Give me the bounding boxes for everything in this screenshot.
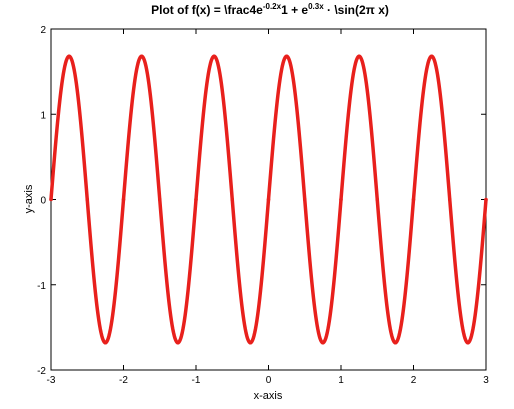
data-point (411, 197, 416, 202)
data-point (302, 197, 307, 202)
y-tick-label: -2 (37, 366, 46, 377)
data-point (357, 54, 361, 59)
x-axis-ticks: -3 -2 -1 0 1 2 3 (47, 29, 489, 386)
y-tick-label: 2 (40, 25, 46, 36)
data-point (67, 54, 71, 59)
data-point (447, 197, 452, 202)
data-point (85, 197, 90, 202)
data-point (339, 197, 343, 202)
y-tick-label: 1 (40, 110, 46, 121)
data-point (49, 197, 53, 202)
x-tick-label: 1 (338, 375, 344, 386)
title-suffix: · \sin(2π x) (324, 3, 389, 17)
chart-title: Plot of f(x) = \frac4e-0.2x1 + e0.3x · \… (151, 2, 389, 17)
title-superscript-2: 0.3x (308, 2, 324, 11)
data-point (248, 340, 253, 345)
data-point (157, 197, 162, 202)
data-point (212, 54, 216, 59)
y-tick-label: -1 (37, 281, 46, 292)
data-point (121, 197, 126, 202)
data-point (230, 197, 235, 202)
data-point (103, 340, 108, 345)
y-axis-ticks: -2 -1 0 1 2 (37, 25, 486, 377)
data-point (139, 54, 144, 59)
x-tick-label: 3 (483, 375, 489, 386)
data-point (176, 340, 180, 345)
title-prefix: Plot of f(x) = \frac4e (151, 3, 263, 17)
x-axis-label: x-axis (254, 390, 283, 402)
data-point (321, 340, 325, 345)
data-point (393, 340, 398, 345)
data-point (266, 197, 271, 202)
data-point (284, 54, 289, 59)
x-tick-label: 2 (411, 375, 417, 386)
data-point (429, 54, 434, 59)
x-tick-label: -1 (192, 375, 201, 386)
x-tick-label: -3 (47, 375, 56, 386)
data-point (375, 197, 380, 202)
x-tick-label: 0 (266, 375, 272, 386)
y-axis-label: y-axis (23, 184, 35, 213)
data-point (484, 197, 488, 202)
data-point (466, 340, 470, 345)
title-middle: 1 + e (281, 3, 308, 17)
title-superscript-1: -0.2x (263, 2, 282, 11)
series-layer (49, 54, 488, 345)
x-tick-label: -2 (119, 375, 128, 386)
data-point (194, 197, 198, 202)
y-tick-label: 0 (40, 196, 46, 207)
